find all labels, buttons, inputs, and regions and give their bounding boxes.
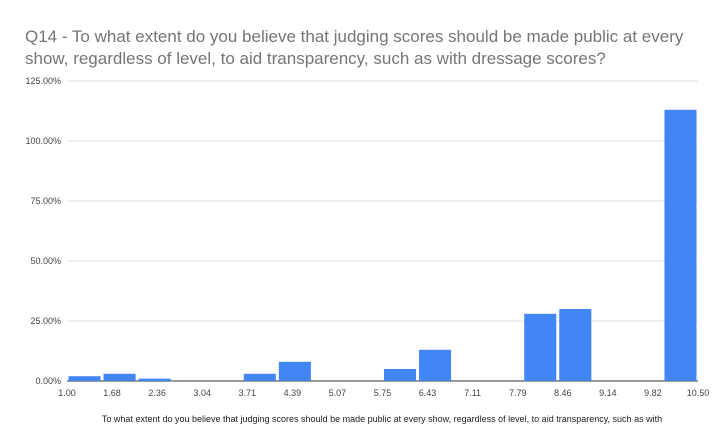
y-tick-label: 75.00% [30, 196, 61, 206]
bar [138, 378, 171, 381]
x-tick-label: 10.50 [687, 388, 710, 398]
x-tick-label: 9.82 [644, 388, 662, 398]
x-axis-ticks: 1.00 1.68 2.36 3.04 3.71 4.39 5.07 5.75 6.43 7.11… [58, 388, 709, 398]
x-axis-label: To what extent do you believe that judgi… [102, 414, 662, 424]
bar [419, 349, 452, 381]
bar [278, 361, 311, 381]
y-tick-label: 125.00% [25, 76, 61, 86]
y-tick-label: 100.00% [25, 136, 61, 146]
gridlines [67, 80, 698, 382]
chart-title: Q14 - To what extent do you believe that… [25, 27, 684, 68]
x-tick-label: 2.36 [148, 388, 166, 398]
x-tick-label: 1.00 [58, 388, 76, 398]
x-tick-label: 6.43 [419, 388, 437, 398]
x-tick-label: 3.71 [239, 388, 257, 398]
x-tick-label: 7.79 [509, 388, 527, 398]
x-tick-label: 3.04 [193, 388, 211, 398]
x-tick-label: 9.14 [599, 388, 617, 398]
x-tick-label: 5.07 [329, 388, 347, 398]
x-tick-label: 4.39 [284, 388, 302, 398]
x-tick-label: 1.68 [103, 388, 121, 398]
y-tick-label: 25.00% [30, 316, 61, 326]
y-tick-label: 0.00% [35, 376, 61, 386]
bar [384, 369, 417, 381]
x-tick-label: 7.11 [464, 388, 481, 398]
bar [68, 376, 101, 381]
bar [524, 313, 557, 381]
bars [68, 109, 697, 382]
y-tick-label: 50.00% [30, 256, 61, 266]
bar [559, 309, 592, 381]
bar [664, 109, 697, 382]
bar [103, 373, 136, 381]
y-axis-ticks: 0.00% 25.00% 50.00% 75.00% 100.00% 125.00% [25, 76, 61, 386]
x-tick-label: 5.75 [374, 388, 392, 398]
x-tick-label: 8.46 [554, 388, 572, 398]
bar [243, 373, 276, 381]
